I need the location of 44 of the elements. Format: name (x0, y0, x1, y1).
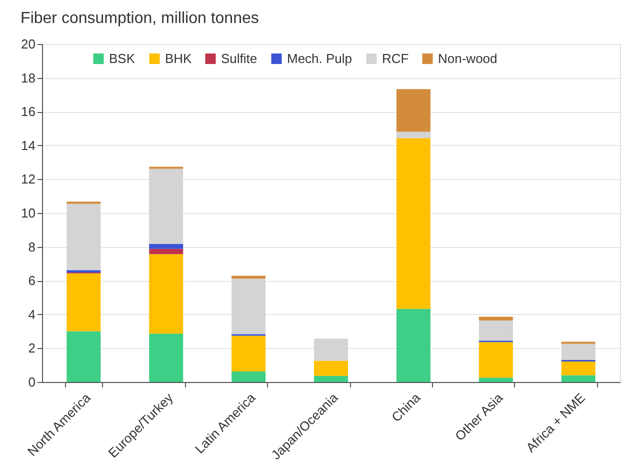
bar (478, 342, 513, 378)
chart-title: Fiber consumption, million tonnes (20, 10, 259, 27)
bar (314, 338, 348, 361)
bar (561, 344, 596, 360)
bar (314, 360, 348, 376)
bar (396, 132, 430, 138)
bar (396, 138, 430, 309)
bar (66, 273, 101, 332)
bar (396, 308, 430, 382)
bar (478, 320, 513, 341)
bar (149, 254, 184, 334)
legend-label: BSK (109, 50, 136, 66)
y-tick-label: 12 (21, 172, 36, 187)
bar (149, 248, 184, 254)
y-tick-label: 0 (28, 374, 36, 390)
bar (66, 331, 101, 382)
bar (66, 204, 101, 270)
y-tick-label: 8 (28, 239, 36, 254)
legend-label: BHK (165, 50, 192, 66)
bar (149, 244, 184, 249)
bar (232, 372, 266, 382)
y-tick-label: 18 (21, 70, 36, 86)
bar (232, 278, 266, 334)
y-tick-label: 2 (28, 340, 36, 356)
bar (149, 334, 184, 382)
bar (232, 336, 266, 372)
y-tick-label: 10 (21, 206, 36, 220)
legend-label: Non-wood (438, 50, 498, 66)
y-tick-label: 4 (28, 306, 36, 322)
y-tick-label: 20 (21, 36, 36, 52)
y-tick-label: 16 (21, 104, 36, 120)
bar (232, 276, 266, 279)
y-tick-label: 6 (28, 273, 36, 288)
y-tick-label: 14 (21, 138, 36, 153)
bar (396, 89, 430, 132)
bar (478, 378, 513, 382)
bar (314, 376, 348, 382)
legend-label: Mech. Pulp (287, 50, 352, 66)
bar (561, 362, 596, 376)
bar (149, 168, 184, 244)
bar (561, 375, 596, 382)
legend-label: Sulfite (221, 50, 258, 66)
legend-label: RCF (382, 50, 409, 66)
bar (478, 316, 513, 320)
